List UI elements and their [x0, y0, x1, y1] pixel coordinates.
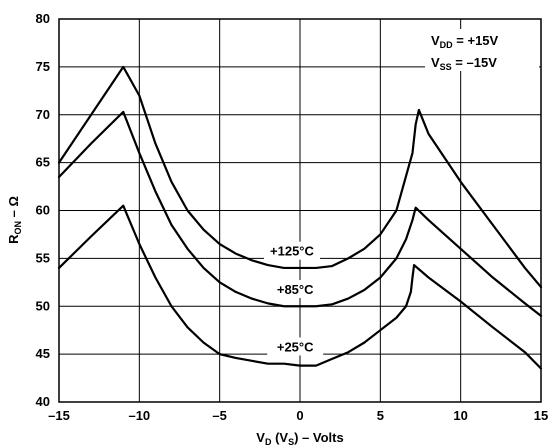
y-tick-label: 45	[36, 346, 50, 361]
y-tick-label: 60	[36, 203, 50, 218]
y-tick-label: 40	[36, 394, 50, 409]
x-tick-label: 0	[296, 408, 303, 423]
y-tick-label: 75	[36, 59, 50, 74]
x-tick-label: –10	[128, 408, 150, 423]
x-tick-label: –5	[212, 408, 226, 423]
x-tick-label: 10	[453, 408, 467, 423]
series-label-background	[267, 280, 324, 299]
y-tick-label: 70	[36, 107, 50, 122]
series-line-85-c	[57, 110, 543, 317]
y-tick-label: 50	[36, 298, 50, 313]
annotation-layer: VDD = +15V VSS = –15V	[431, 33, 499, 72]
x-tick-label: –15	[48, 408, 70, 423]
series-line-25-c	[57, 204, 543, 370]
series-label-layer: +125°C +85°C +25°C	[263, 241, 324, 356]
series-layer	[57, 65, 543, 370]
vdd-annotation: VDD = +15V	[431, 33, 499, 50]
series-label: +85°C	[277, 282, 314, 297]
annotation-background	[425, 29, 539, 71]
y-tick-label: 55	[36, 250, 50, 265]
y-tick-label: 65	[36, 155, 50, 170]
series-label-background	[267, 337, 324, 356]
x-tick-label: 15	[534, 408, 548, 423]
series-label: +25°C	[277, 339, 314, 354]
series-line-125-c	[57, 65, 543, 289]
x-tick-label: 5	[377, 408, 384, 423]
vss-annotation: VSS = –15V	[431, 55, 497, 72]
y-tick-label: 80	[36, 11, 50, 26]
series-label: +125°C	[270, 244, 314, 259]
x-axis-title: VD (VS) – Volts	[256, 430, 343, 446]
axis-layer: –15 –10 –5 0 5 10 15 40 45 50 55 60 65 70 75 80	[36, 11, 549, 423]
y-axis-title: RON – Ω	[6, 196, 23, 244]
plot-frame	[58, 18, 542, 403]
series-label-background	[263, 241, 320, 260]
